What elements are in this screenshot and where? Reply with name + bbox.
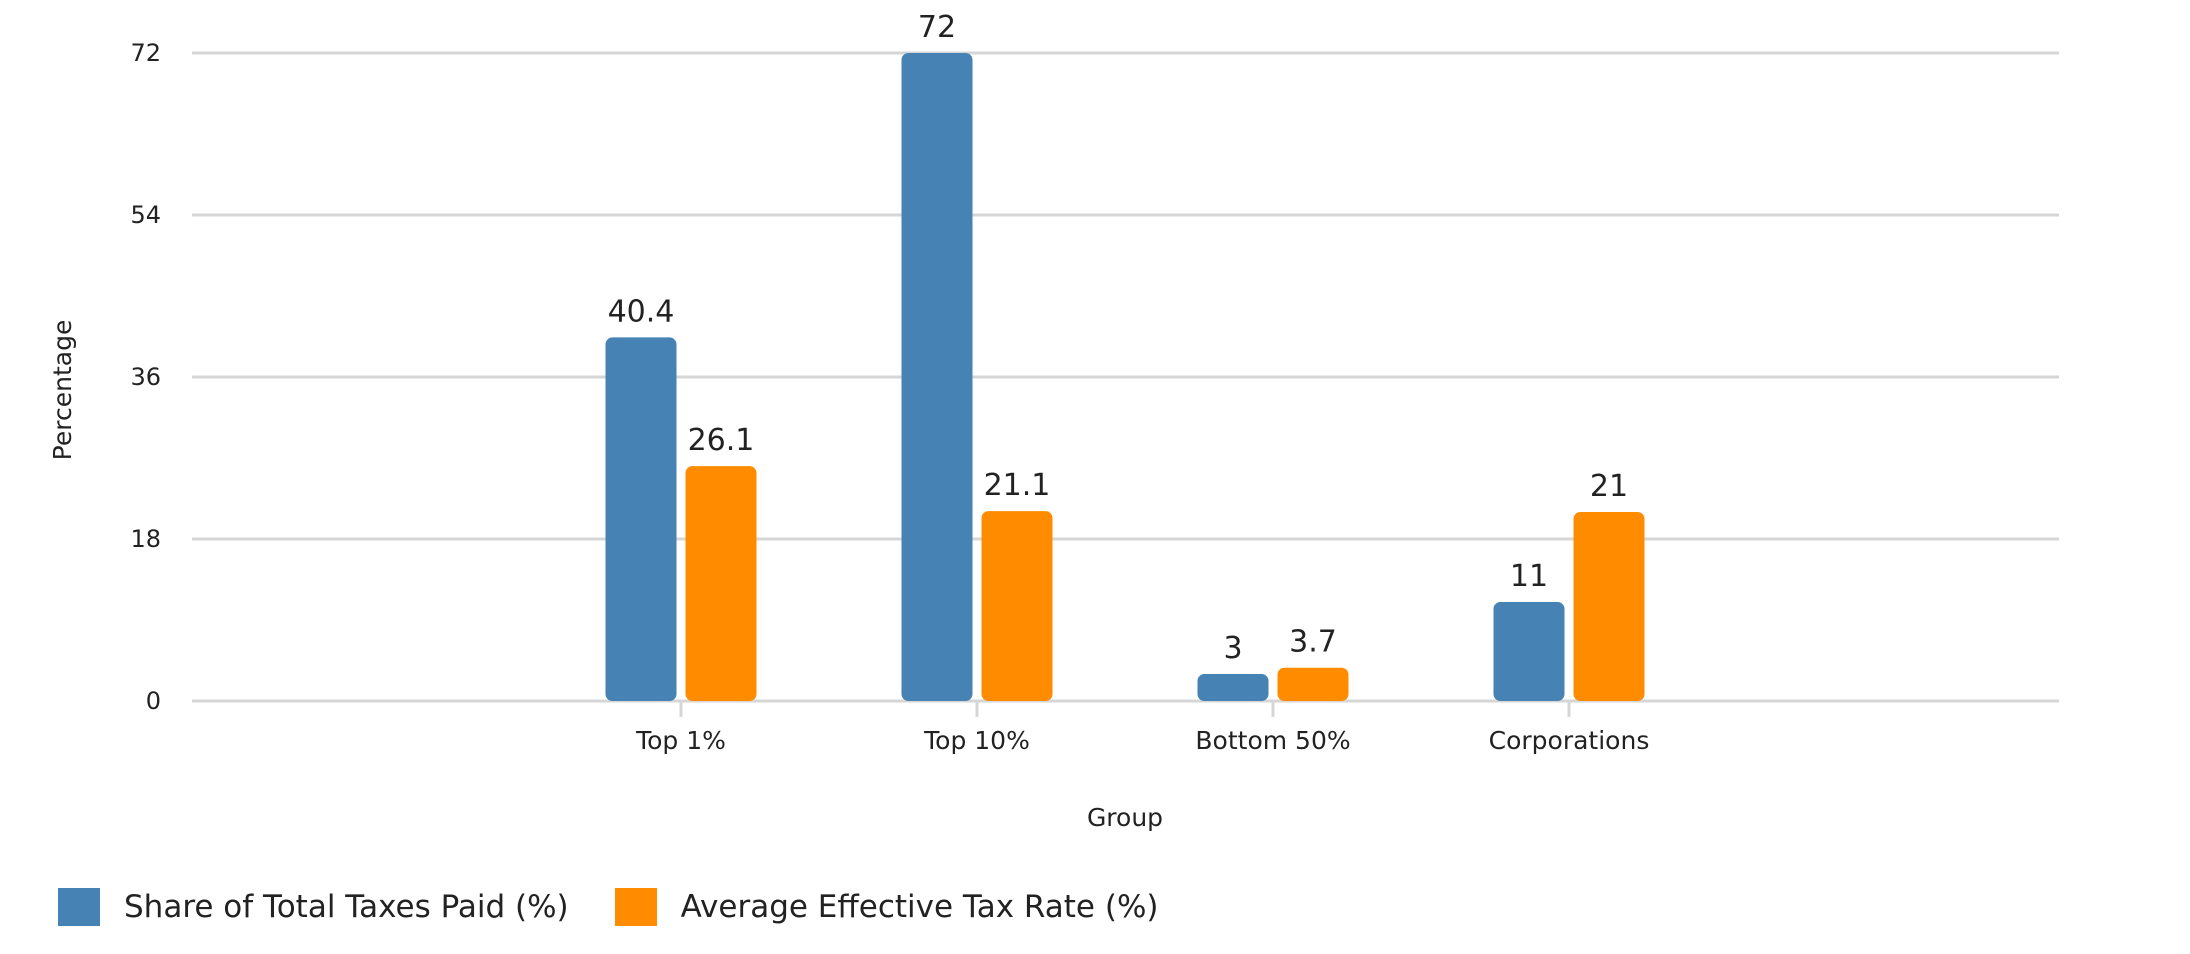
data-label: 3 (1223, 631, 1242, 666)
data-label: 72 (918, 10, 956, 45)
data-label: 3.7 (1289, 625, 1337, 660)
bar-share[interactable] (1197, 674, 1269, 701)
bar-chart: 0 18 36 54 72 Top 1% Top 10% Bottom 50% Corpora… (48, 10, 2059, 832)
legend-item-rate[interactable]: Average Effective Tax Rate (%) (614, 888, 1159, 926)
legend-label: Average Effective Tax Rate (%) (680, 889, 1159, 925)
legend: Share of Total Taxes Paid (%) Average Ef… (58, 888, 1205, 926)
data-label: 40.4 (608, 294, 675, 329)
y-tick-label: 18 (130, 525, 161, 553)
bar-share[interactable] (1493, 602, 1565, 701)
data-label: 11 (1510, 559, 1548, 594)
x-axis-ticks: Top 1% Top 10% Bottom 50% Corporations (635, 701, 1649, 755)
bar-rate[interactable] (1277, 667, 1349, 701)
y-tick-label: 72 (130, 39, 161, 67)
y-axis-title: Percentage (48, 320, 77, 461)
bar-share[interactable] (901, 53, 973, 701)
x-tick-label: Bottom 50% (1195, 726, 1350, 755)
y-axis-ticks: 0 18 36 54 72 (130, 39, 161, 715)
legend-swatch-blue (58, 888, 100, 926)
y-tick-label: 54 (130, 201, 161, 229)
data-labels: 40.4 26.1 72 21.1 3 3.7 11 21 (608, 10, 1628, 666)
legend-swatch-orange (614, 888, 657, 926)
bar-rate[interactable] (981, 511, 1053, 701)
x-tick-label: Top 10% (923, 726, 1030, 755)
y-tick-label: 0 (146, 687, 161, 715)
legend-item-share[interactable]: Share of Total Taxes Paid (%) (58, 888, 569, 926)
bar-rate[interactable] (1573, 512, 1645, 701)
data-label: 21 (1590, 469, 1628, 504)
legend-label: Share of Total Taxes Paid (%) (124, 889, 569, 925)
x-axis-title: Group (1087, 803, 1163, 832)
bar-rate[interactable] (685, 466, 757, 701)
x-tick-label: Top 1% (635, 726, 726, 755)
data-label: 21.1 (984, 468, 1051, 503)
y-tick-label: 36 (130, 363, 161, 391)
bar-share[interactable] (605, 337, 677, 701)
x-tick-label: Corporations (1489, 726, 1650, 755)
gridlines (192, 51, 2059, 703)
data-label: 26.1 (688, 423, 755, 458)
bars (605, 53, 1645, 701)
